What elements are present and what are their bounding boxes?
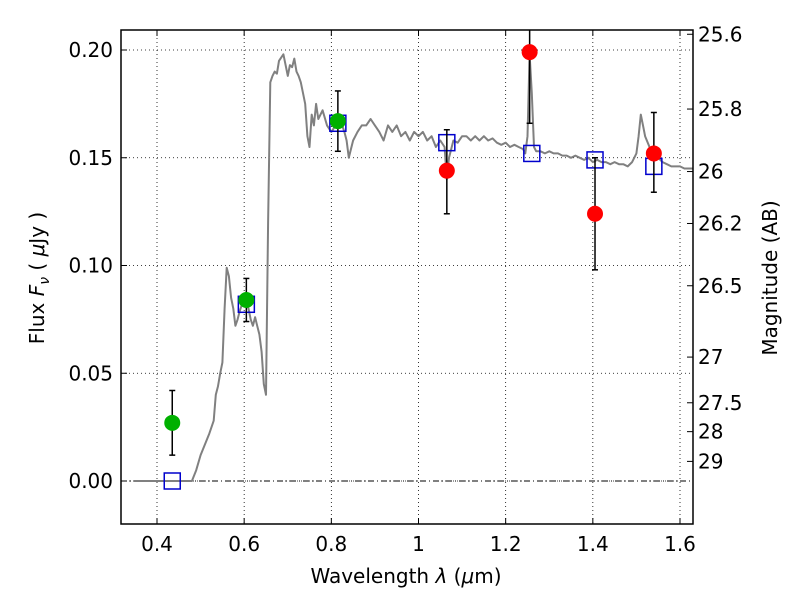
mag-tick-label: 28 [698,420,723,444]
red-data-point [521,44,538,61]
y2-axis-label: Magnitude (AB) [758,200,782,355]
red-data-point [645,145,662,162]
x-tick-label: 0.8 [315,532,347,556]
x-tick-label: 1.4 [577,532,609,556]
green-data-point [238,291,255,308]
x-axis-label: Wavelength λ (μm) [310,564,501,588]
y-tick-label: 0.20 [68,38,113,62]
mag-tick-label: 26 [698,160,723,184]
green-data-point [329,113,346,130]
mag-tick-label: 27.5 [698,391,743,415]
y-tick-label: 0.00 [68,469,113,493]
grid [121,30,693,524]
green-data-point [164,414,181,431]
mag-tick-label: 26.5 [698,274,743,298]
mag-tick-label: 27 [698,345,723,369]
model-square-point [523,144,541,163]
x-tick-label: 1.2 [490,532,522,556]
y-axis-label: Flux Fν ( μJy ) [25,212,53,344]
y-tick-label: 0.15 [68,146,113,170]
mag-tick-label: 25.8 [698,97,743,121]
sed-model-line [135,53,694,482]
ticks: 0.4 0.6 0.8 1 1.2 1.4 1.6 0.00 0.05 0.10 0.15 0.20 2… [68,22,742,556]
x-tick-label: 1.6 [664,532,696,556]
x-tick-label: 0.6 [228,532,260,556]
series [135,30,694,490]
y-tick-label: 0.05 [68,361,113,385]
mag-tick-label: 25.6 [698,22,743,46]
plot-frame [120,29,694,525]
red-data-point [438,162,455,179]
x-tick-label: 0.4 [141,532,173,556]
red-data-point [587,205,604,222]
mag-tick-label: 26.2 [698,211,743,235]
model-square-point [163,472,182,490]
y-tick-label: 0.10 [68,254,113,278]
mag-tick-label: 29 [698,449,723,473]
x-tick-label: 1 [412,532,425,556]
